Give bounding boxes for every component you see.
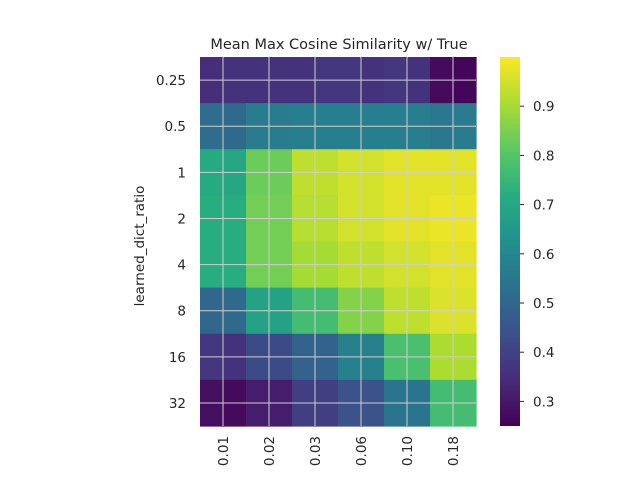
y-tick-label: 8 (177, 304, 186, 320)
x-tick-label: 0.10 (400, 436, 416, 466)
colorbar-tick-label: 0.7 (533, 198, 554, 214)
y-tick-label: 1 (177, 165, 186, 181)
colorbar-tick-label: 0.8 (533, 148, 554, 164)
y-axis-label: learned_dict_ratio (132, 186, 148, 307)
colorbar-tick-label: 0.6 (533, 247, 554, 263)
x-tick-label: 0.01 (216, 436, 232, 466)
y-tick-label: 32 (169, 396, 186, 412)
heatmap-grid (200, 57, 476, 426)
colorbar-tick-label: 0.4 (533, 345, 554, 361)
x-tick-label: 0.02 (262, 436, 278, 466)
x-tick-label: 0.18 (446, 436, 462, 466)
colorbar (500, 57, 520, 426)
x-tick-label: 0.06 (354, 436, 370, 466)
colorbar-tick-label: 0.5 (533, 296, 554, 312)
x-tick-labels: 0.01 0.02 0.03 0.06 0.10 0.18 (216, 436, 462, 466)
y-tick-label: 2 (177, 211, 186, 227)
y-tick-label: 0.5 (165, 119, 186, 135)
y-tick-label: 16 (169, 350, 186, 366)
colorbar-tick-label: 0.9 (533, 99, 554, 115)
y-tick-labels: 0.25 0.5 1 2 4 8 16 32 (156, 73, 186, 412)
y-tick-label: 4 (177, 258, 186, 274)
chart-title: Mean Max Cosine Similarity w/ True (210, 37, 467, 53)
colorbar-tick-labels: 0.3 0.4 0.5 0.6 0.7 0.8 0.9 (520, 99, 554, 410)
heatmap-cells (200, 57, 477, 427)
x-tick-label: 0.03 (308, 436, 324, 466)
colorbar-tick-label: 0.3 (533, 394, 554, 410)
y-tick-label: 0.25 (156, 73, 186, 89)
